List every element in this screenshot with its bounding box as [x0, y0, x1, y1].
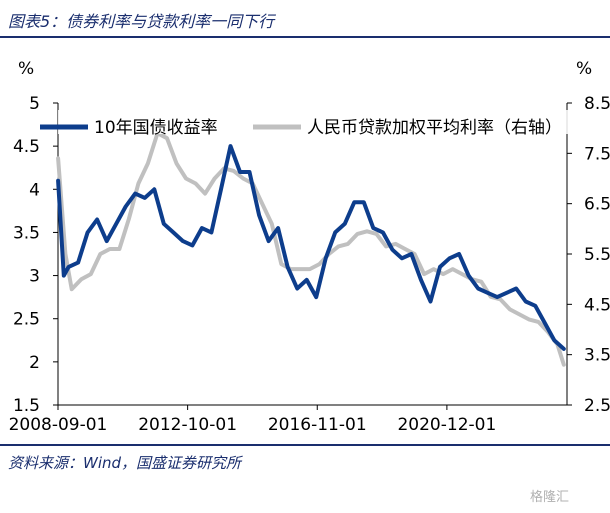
x-tick-label: 2012-10-01	[138, 415, 237, 435]
left-tick-label: 3.5	[13, 223, 40, 243]
header-rule	[0, 36, 610, 38]
x-tick-label: 2008-09-01	[9, 415, 108, 435]
right-axis-unit: %	[576, 59, 592, 79]
x-tick-label: 2020-12-01	[397, 415, 496, 435]
x-tick-label: 2016-11-01	[268, 415, 367, 435]
legend-background	[58, 110, 568, 134]
right-tick-label: 6.5	[584, 195, 610, 215]
legend-label-loan-rate: 人民币贷款加权平均利率（右轴）	[307, 118, 562, 138]
source-note: 资料来源：Wind，国盛证券研究所	[8, 454, 242, 472]
right-tick-label: 7.5	[584, 144, 610, 164]
series-line-loan-rate	[56, 131, 566, 367]
right-tick-label: 4.5	[584, 295, 610, 315]
left-tick-label: 2	[29, 353, 40, 373]
chart-title: 图表5：债券利率与贷款利率一同下行	[8, 12, 275, 31]
footer-rule	[0, 444, 610, 446]
right-tick-label: 3.5	[584, 346, 610, 366]
legend-label-bond-yield: 10年国债收益率	[94, 118, 218, 138]
series-line-bond-yield	[56, 144, 566, 351]
left-axis-unit: %	[18, 59, 34, 79]
left-tick-label: 3	[29, 267, 40, 287]
left-tick-label: 4	[29, 180, 40, 200]
left-tick-label: 1.5	[13, 396, 40, 416]
left-tick-label: 4.5	[13, 137, 40, 157]
left-tick-label: 2.5	[13, 310, 40, 330]
left-tick-label: 5	[29, 94, 40, 114]
right-tick-label: 5.5	[584, 245, 610, 265]
watermark-logo: 格隆汇	[530, 490, 570, 505]
right-tick-label: 2.5	[584, 396, 610, 416]
right-tick-label: 8.5	[584, 94, 610, 114]
